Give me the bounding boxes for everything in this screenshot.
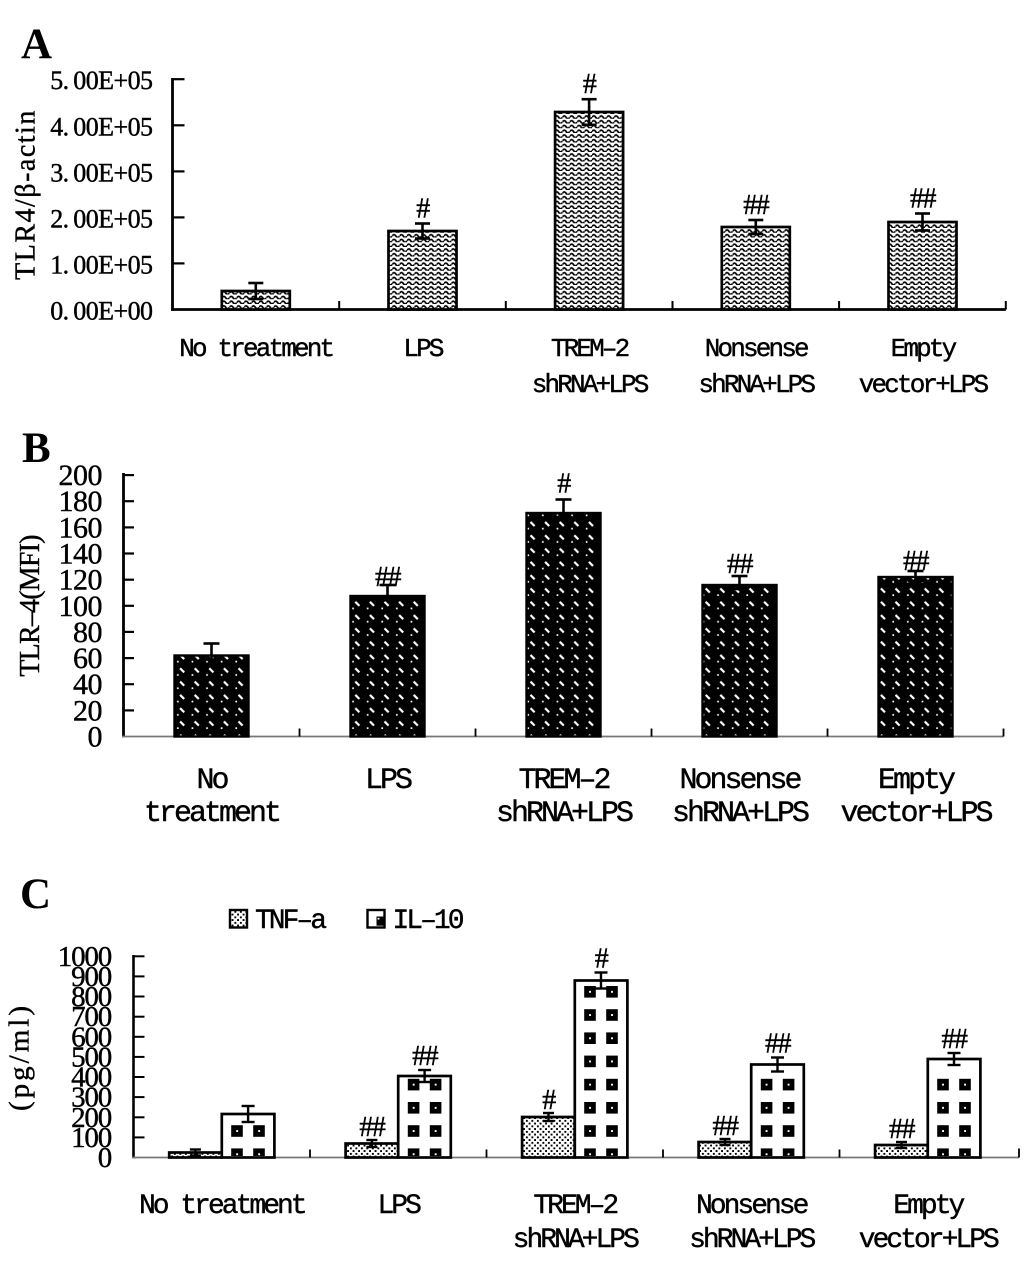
svg-text:#: #: [583, 69, 597, 100]
svg-text:20: 20: [73, 694, 102, 727]
svg-text:120: 120: [59, 564, 103, 597]
svg-text:100: 100: [59, 590, 103, 623]
svg-text:TREM–2: TREM–2: [518, 764, 609, 798]
svg-text:200: 200: [71, 1102, 112, 1134]
svg-text:80: 80: [73, 616, 102, 649]
svg-text:180: 180: [59, 485, 103, 518]
svg-text:40: 40: [73, 668, 102, 701]
svg-text:shRNA+LPS: shRNA+LPS: [689, 1225, 815, 1256]
svg-text:##: ##: [713, 1111, 740, 1142]
svg-text:##: ##: [359, 1112, 386, 1143]
svg-text:treatment: treatment: [144, 797, 279, 831]
svg-text:C: C: [20, 871, 51, 918]
svg-text:LPS: LPS: [365, 764, 412, 798]
svg-text:##: ##: [910, 184, 937, 215]
svg-text:##: ##: [942, 1024, 969, 1055]
svg-text:200: 200: [59, 459, 103, 492]
svg-text:TLR4/β-actin: TLR4/β-actin: [11, 109, 42, 280]
svg-text:##: ##: [903, 546, 930, 577]
svg-text:700: 700: [71, 1001, 112, 1033]
svg-text:##: ##: [727, 549, 754, 580]
svg-text:##: ##: [375, 562, 402, 593]
svg-text:5. 00E+05: 5. 00E+05: [50, 66, 152, 95]
svg-text:Nonsense: Nonsense: [679, 764, 801, 798]
svg-text:600: 600: [71, 1021, 112, 1053]
svg-text:No treatment: No treatment: [139, 1191, 305, 1222]
svg-text:B: B: [22, 425, 51, 472]
svg-text:300: 300: [71, 1082, 112, 1114]
svg-text:Nonsense: Nonsense: [696, 1191, 808, 1222]
svg-text:shRNA+LPS: shRNA+LPS: [698, 370, 815, 400]
svg-text:4. 00E+05: 4. 00E+05: [50, 112, 152, 141]
svg-text:1000: 1000: [58, 941, 112, 973]
svg-text:900: 900: [71, 961, 112, 993]
svg-text:Nonsense: Nonsense: [705, 334, 808, 364]
svg-text:1. 00E+05: 1. 00E+05: [50, 250, 152, 279]
svg-text:#: #: [595, 944, 609, 975]
svg-text:##: ##: [765, 1029, 792, 1060]
svg-text:0: 0: [98, 1142, 112, 1174]
svg-text:shRNA+LPS: shRNA+LPS: [513, 1225, 639, 1256]
svg-text:140: 140: [59, 538, 103, 571]
svg-text:2. 00E+05: 2. 00E+05: [50, 204, 152, 233]
svg-text:No: No: [196, 764, 228, 798]
svg-text:TLR–4(MFI): TLR–4(MFI): [15, 535, 46, 677]
svg-text:Empty: Empty: [893, 1191, 964, 1222]
svg-text:shRNA+LPS: shRNA+LPS: [496, 797, 633, 831]
svg-text:800: 800: [71, 981, 112, 1013]
svg-text:A: A: [21, 21, 52, 68]
svg-text:(pg/ml): (pg/ml): [4, 1003, 36, 1111]
svg-text:##: ##: [412, 1041, 439, 1072]
svg-text:60: 60: [73, 642, 102, 675]
svg-text:vector+LPS: vector+LPS: [859, 1225, 999, 1256]
svg-text:TREM–2: TREM–2: [533, 1191, 617, 1222]
svg-text:0. 00E+00: 0. 00E+00: [50, 297, 153, 326]
svg-text:shRNA+LPS: shRNA+LPS: [672, 797, 809, 831]
svg-text:#: #: [557, 469, 571, 500]
svg-text:500: 500: [71, 1041, 112, 1073]
svg-text:No treatment: No treatment: [179, 334, 332, 364]
svg-text:Empty: Empty: [878, 764, 955, 798]
svg-text:##: ##: [743, 190, 770, 221]
svg-text:IL–10: IL–10: [393, 906, 464, 937]
svg-text:0: 0: [88, 721, 103, 754]
svg-text:TNF–a: TNF–a: [255, 906, 326, 937]
svg-text:LPS: LPS: [403, 334, 444, 364]
svg-text:100: 100: [71, 1122, 112, 1154]
svg-text:400: 400: [71, 1062, 112, 1094]
svg-text:shRNA+LPS: shRNA+LPS: [532, 370, 649, 400]
svg-text:TREM–2: TREM–2: [551, 334, 629, 364]
svg-text:##: ##: [889, 1114, 916, 1145]
svg-text:vector+LPS: vector+LPS: [840, 797, 992, 831]
svg-text:LPS: LPS: [377, 1191, 421, 1222]
svg-text:#: #: [416, 194, 430, 225]
svg-text:vector+LPS: vector+LPS: [859, 370, 989, 400]
svg-text:160: 160: [59, 511, 103, 544]
svg-text:#: #: [542, 1085, 556, 1116]
svg-text:Empty: Empty: [891, 334, 957, 364]
svg-text:3. 00E+05: 3. 00E+05: [50, 158, 152, 187]
